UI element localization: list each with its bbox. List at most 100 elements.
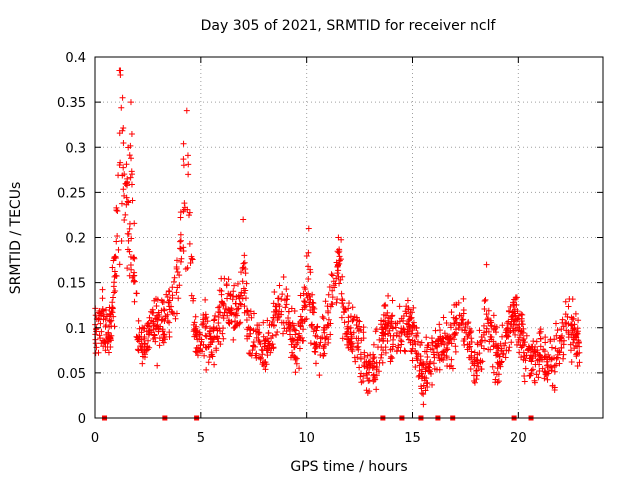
- data-point: [205, 343, 212, 350]
- data-point: [297, 292, 304, 299]
- data-point: [215, 309, 222, 316]
- data-point: [537, 326, 544, 333]
- data-point: [380, 347, 387, 354]
- data-point: [415, 351, 422, 358]
- data-point: [292, 331, 299, 338]
- data-point: [450, 314, 457, 321]
- data-point: [568, 321, 575, 328]
- data-point-peak: [185, 171, 192, 178]
- data-point: [300, 326, 307, 333]
- data-point: [123, 161, 130, 168]
- data-point: [322, 341, 329, 348]
- data-point-peak: [483, 261, 490, 268]
- data-point: [150, 336, 157, 343]
- y-axis-label: SRMTID / TECUs: [8, 182, 24, 295]
- data-point: [262, 366, 269, 373]
- data-point: [573, 330, 580, 337]
- data-point: [386, 327, 393, 334]
- data-point: [373, 326, 380, 333]
- data-point: [416, 362, 423, 369]
- data-point: [460, 295, 467, 302]
- data-point: [532, 361, 539, 368]
- data-point: [112, 288, 119, 295]
- data-point: [144, 346, 151, 353]
- data-point: [487, 333, 494, 340]
- data-point: [290, 337, 297, 344]
- data-point: [201, 352, 208, 359]
- data-point: [543, 371, 550, 378]
- data-point: [370, 378, 377, 385]
- data-point: [173, 257, 180, 264]
- data-point: [215, 319, 222, 326]
- data-point: [554, 327, 561, 334]
- data-point: [219, 300, 226, 307]
- data-point: [461, 335, 468, 342]
- data-point: [184, 152, 191, 159]
- data-point: [301, 298, 308, 305]
- data-point: [343, 330, 350, 337]
- data-point: [93, 325, 100, 332]
- data-point: [510, 299, 517, 306]
- data-point: [296, 345, 303, 352]
- data-point: [184, 206, 191, 213]
- y-tick-label: 0.25: [57, 186, 86, 201]
- data-point: [193, 333, 200, 340]
- data-point-peak: [240, 216, 247, 223]
- data-point: [114, 208, 121, 215]
- data-point: [185, 212, 192, 219]
- data-point: [350, 343, 357, 350]
- data-point: [398, 315, 405, 322]
- data-point: [124, 246, 131, 253]
- data-point: [421, 377, 428, 384]
- data-point: [308, 322, 315, 329]
- data-point: [325, 316, 332, 323]
- data-point: [261, 343, 268, 350]
- data-point: [320, 326, 327, 333]
- data-point: [252, 352, 259, 359]
- data-point: [220, 315, 227, 322]
- data-point: [408, 330, 415, 337]
- data-point: [494, 351, 501, 358]
- data-point: [289, 338, 296, 345]
- data-point: [340, 309, 347, 316]
- data-point: [221, 275, 228, 282]
- data-point: [274, 328, 281, 335]
- data-point: [172, 315, 179, 322]
- data-point: [160, 306, 167, 313]
- data-point: [346, 338, 353, 345]
- data-point: [107, 318, 114, 325]
- data-point: [519, 311, 526, 318]
- data-point: [429, 381, 436, 388]
- data-point: [95, 316, 102, 323]
- data-point: [387, 315, 394, 322]
- data-point: [110, 283, 117, 290]
- data-point: [296, 330, 303, 337]
- data-point: [182, 266, 189, 273]
- data-point: [499, 351, 506, 358]
- data-point: [507, 328, 514, 335]
- data-point: [267, 349, 274, 356]
- data-point: [223, 282, 230, 289]
- data-point: [230, 324, 237, 331]
- data-point: [96, 310, 103, 317]
- data-point: [185, 161, 192, 168]
- data-point: [234, 312, 241, 319]
- data-point: [311, 325, 318, 332]
- data-point: [494, 365, 501, 372]
- data-point: [181, 200, 188, 207]
- data-point: [200, 311, 207, 318]
- data-point: [502, 354, 509, 361]
- data-point: [316, 372, 323, 379]
- data-point: [139, 324, 146, 331]
- data-point: [468, 335, 475, 342]
- data-point: [397, 347, 404, 354]
- data-point: [170, 278, 177, 285]
- data-point: [427, 346, 434, 353]
- data-point: [477, 338, 484, 345]
- data-point: [481, 305, 488, 312]
- data-point: [484, 316, 491, 323]
- data-point: [363, 370, 370, 377]
- data-point: [186, 240, 193, 247]
- data-point: [152, 315, 159, 322]
- data-point: [161, 331, 168, 338]
